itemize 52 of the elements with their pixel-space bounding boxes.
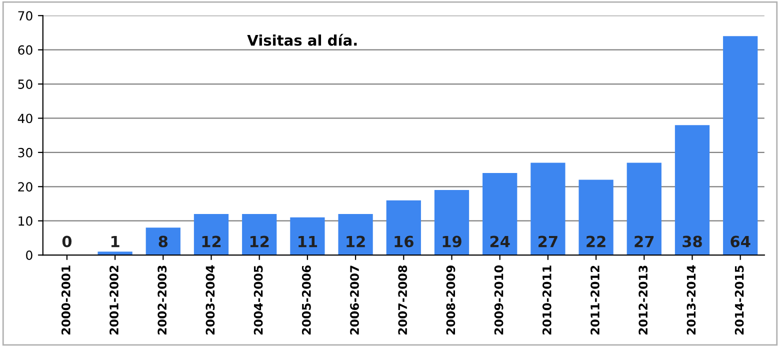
bar [723, 36, 758, 256]
text: Visitas al día. [247, 34, 357, 46]
x-tick-label: 2005-2006 [302, 265, 311, 334]
bar [290, 217, 325, 256]
data-label: 27 [538, 236, 558, 248]
x-tick-label: 2001-2002 [110, 266, 118, 334]
x-tick-label: 2012-2013 [638, 266, 648, 334]
x-tick-label: 2004-2005 [254, 266, 263, 334]
bar [194, 214, 229, 256]
x-tick-label: 2014-2015 [734, 266, 744, 334]
y-tick-label: 10 [18, 216, 32, 226]
x-tick-label: 2003-2004 [206, 265, 215, 334]
y-tick-label: 60 [18, 45, 32, 55]
y-tick-label: 20 [18, 182, 32, 192]
y-tick-label: 50 [18, 79, 32, 89]
bar [434, 190, 470, 256]
x-tick-label: 2013-2014 [686, 265, 696, 334]
data-label: 22 [586, 236, 606, 248]
y-tick-label: 40 [18, 114, 32, 124]
x-tick-label: 2008-2009 [446, 266, 456, 334]
y-tick-label: 0 [26, 250, 32, 260]
bar [674, 125, 710, 256]
y-tick-label: 70 [18, 11, 32, 21]
data-label: 12 [346, 236, 365, 248]
bar [482, 172, 518, 256]
bar [338, 214, 373, 256]
x-tick-label: 2009-2010 [494, 265, 504, 334]
x-tick-label: 2011-2012 [590, 266, 600, 334]
x-tick-label: 2007-2008 [398, 265, 408, 334]
data-label: 16 [394, 236, 414, 248]
bar [386, 200, 421, 256]
data-label: 11 [298, 236, 318, 248]
data-label: 64 [730, 236, 750, 248]
data-label: 8 [158, 236, 168, 248]
x-tick-label: 2002-2003 [158, 266, 167, 334]
data-label: 12 [202, 236, 221, 248]
bar [626, 162, 662, 256]
data-label: 27 [634, 236, 654, 248]
data-label: 24 [490, 236, 510, 248]
y-tick-label: 30 [18, 148, 32, 158]
x-tick-label: 2006-2007 [350, 266, 359, 334]
bar [146, 228, 180, 256]
bar [242, 214, 277, 256]
data-label: 0 [62, 236, 72, 248]
bar [530, 162, 566, 256]
x-tick-label: 2010-2011 [542, 266, 552, 334]
data-label: 38 [682, 236, 702, 248]
x-tick-label: 2000-2001 [61, 266, 70, 334]
bar [578, 180, 614, 256]
data-label: 19 [442, 236, 462, 248]
data-label: 1 [111, 236, 120, 248]
data-label: 12 [250, 236, 269, 248]
